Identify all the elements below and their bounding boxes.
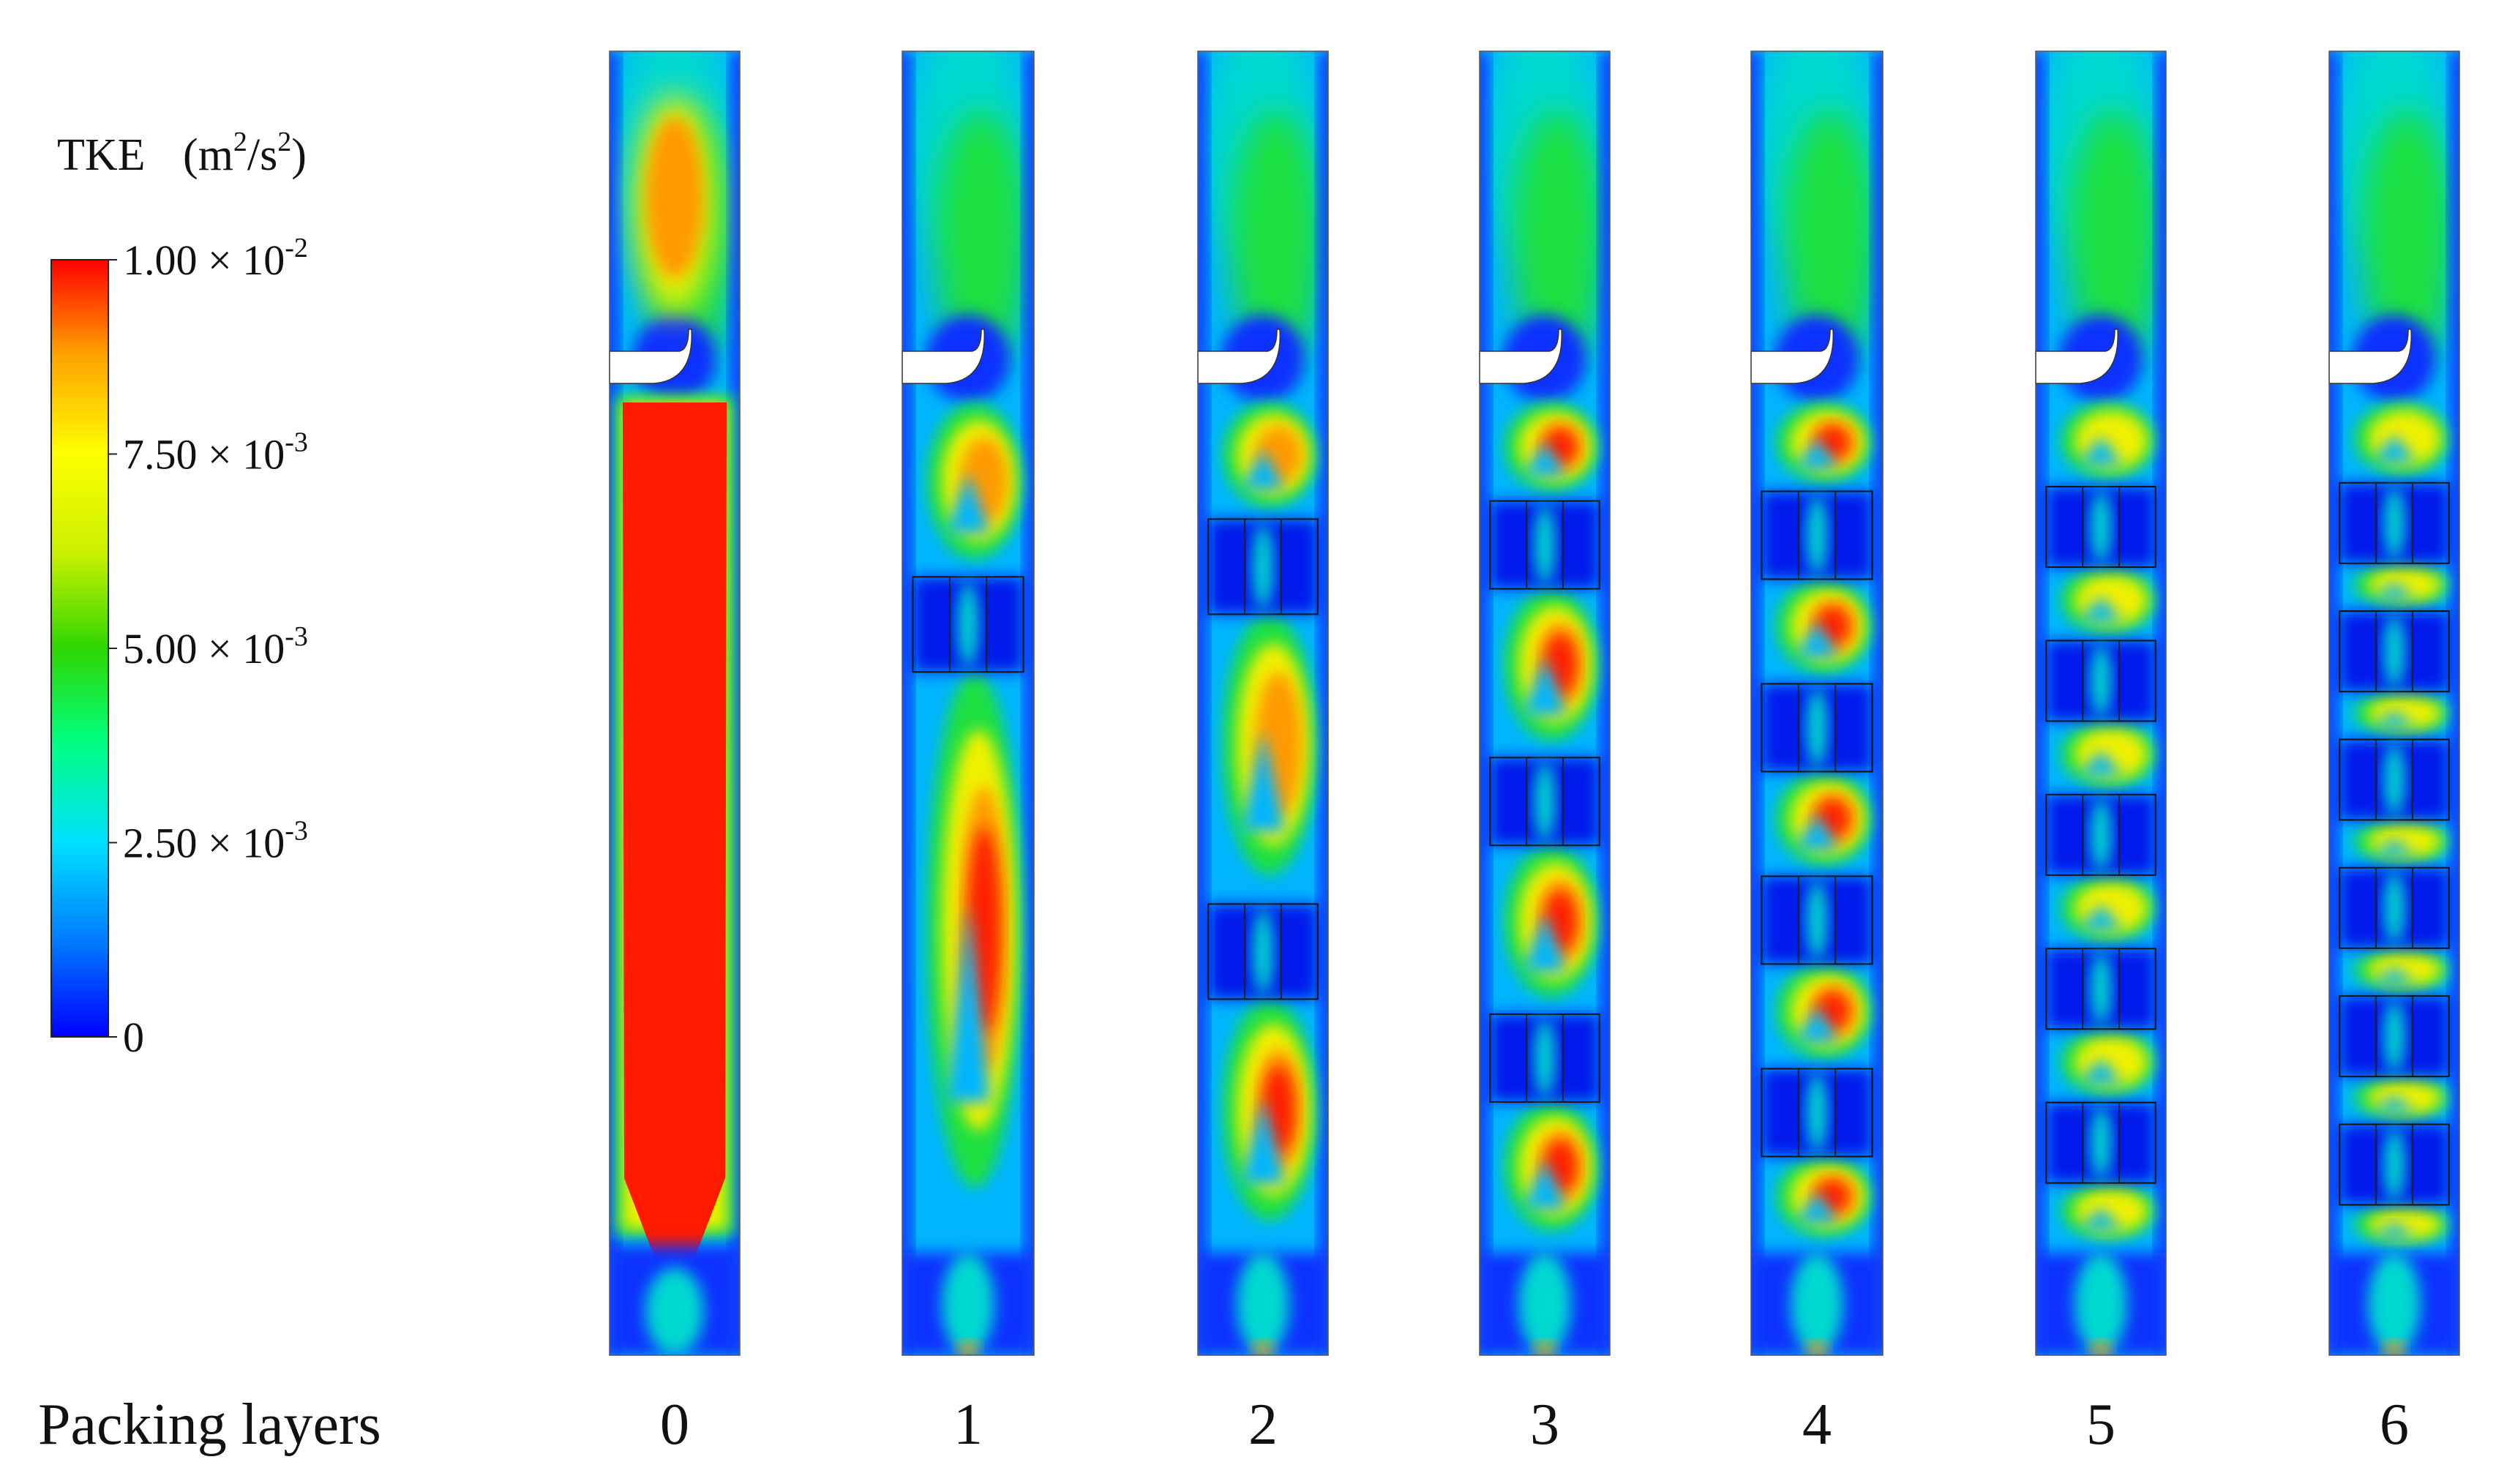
colorbar-tick-label: 7.50 × 10-3 xyxy=(123,427,308,479)
contour-panel-3 xyxy=(1479,50,1611,1356)
category-label-1: 1 xyxy=(953,1393,983,1457)
colorbar-title: TKE (m2/s2) xyxy=(57,127,307,180)
colorbar-tick-label: 1.00 × 10-2 xyxy=(123,233,308,284)
category-label-3: 3 xyxy=(1530,1393,1559,1457)
colorbar-tick-label: 0 xyxy=(123,1013,144,1061)
contour-panel-0 xyxy=(609,50,741,1356)
contour-panel-1 xyxy=(902,50,1035,1356)
category-label-4: 4 xyxy=(1802,1393,1832,1457)
contour-panels xyxy=(609,50,2460,1356)
x-axis-label: Packing layers xyxy=(38,1393,381,1457)
contour-panel-6 xyxy=(2328,50,2460,1356)
contour-panel-2 xyxy=(1197,50,1329,1356)
colorbar-tick-label: 5.00 × 10-3 xyxy=(123,621,308,672)
category-label-5: 5 xyxy=(2086,1393,2115,1457)
category-label-2: 2 xyxy=(1248,1393,1278,1457)
category-label-0: 0 xyxy=(660,1393,689,1457)
contour-panel-4 xyxy=(1750,50,1884,1356)
colorbar-tick-label: 2.50 × 10-3 xyxy=(123,816,308,867)
colorbar: TKE (m2/s2) 1.00 × 10-2 7.50 × 10-3 5.00 ×… xyxy=(50,127,308,1061)
colorbar-gradient xyxy=(50,259,109,1038)
contour-panel-5 xyxy=(2035,50,2167,1356)
category-label-6: 6 xyxy=(2380,1393,2409,1457)
